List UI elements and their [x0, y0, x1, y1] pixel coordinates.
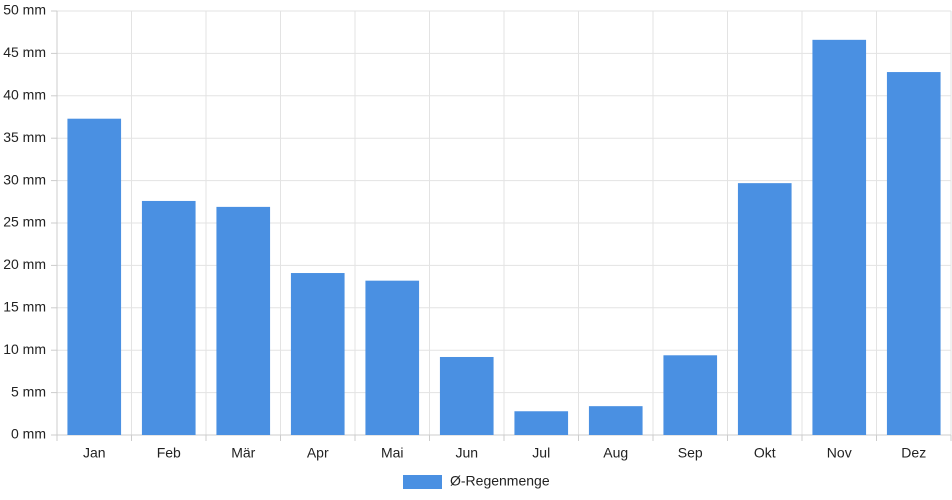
- bar: [886, 72, 941, 435]
- bar: [663, 355, 718, 435]
- x-tick-label: Okt: [754, 445, 776, 461]
- bar: [67, 118, 122, 436]
- y-tick-label: 5 mm: [11, 383, 46, 399]
- bar: [588, 406, 643, 435]
- bar: [141, 200, 196, 435]
- x-tick-label: Apr: [307, 445, 329, 461]
- x-tick-label: Mär: [231, 445, 255, 461]
- y-tick-label: 35 mm: [3, 129, 46, 145]
- y-tick-label: 0 mm: [11, 426, 46, 442]
- legend-label: Ø-Regenmenge: [450, 473, 550, 489]
- legend-swatch: [403, 475, 442, 489]
- bar: [737, 183, 792, 435]
- bar: [439, 356, 494, 435]
- x-tick-label: Jul: [532, 445, 550, 461]
- y-tick-label: 10 mm: [3, 341, 46, 357]
- y-tick-label: 40 mm: [3, 87, 46, 103]
- y-tick-label: 25 mm: [3, 214, 46, 230]
- y-tick-label: 50 mm: [3, 2, 46, 18]
- y-tick-label: 45 mm: [3, 44, 46, 60]
- y-tick-label: 20 mm: [3, 256, 46, 272]
- x-tick-label: Nov: [827, 445, 852, 461]
- x-tick-label: Feb: [157, 445, 181, 461]
- y-tick-label: 15 mm: [3, 299, 46, 315]
- bar: [812, 39, 867, 435]
- x-tick-label: Jan: [83, 445, 106, 461]
- x-tick-label: Mai: [381, 445, 404, 461]
- x-tick-label: Sep: [678, 445, 703, 461]
- x-tick-label: Aug: [603, 445, 628, 461]
- bar: [290, 273, 345, 435]
- bar: [514, 411, 569, 435]
- x-tick-label: Dez: [901, 445, 926, 461]
- x-tick-label: Jun: [455, 445, 478, 461]
- bar: [365, 280, 420, 435]
- y-tick-label: 30 mm: [3, 171, 46, 187]
- bar: [216, 206, 271, 435]
